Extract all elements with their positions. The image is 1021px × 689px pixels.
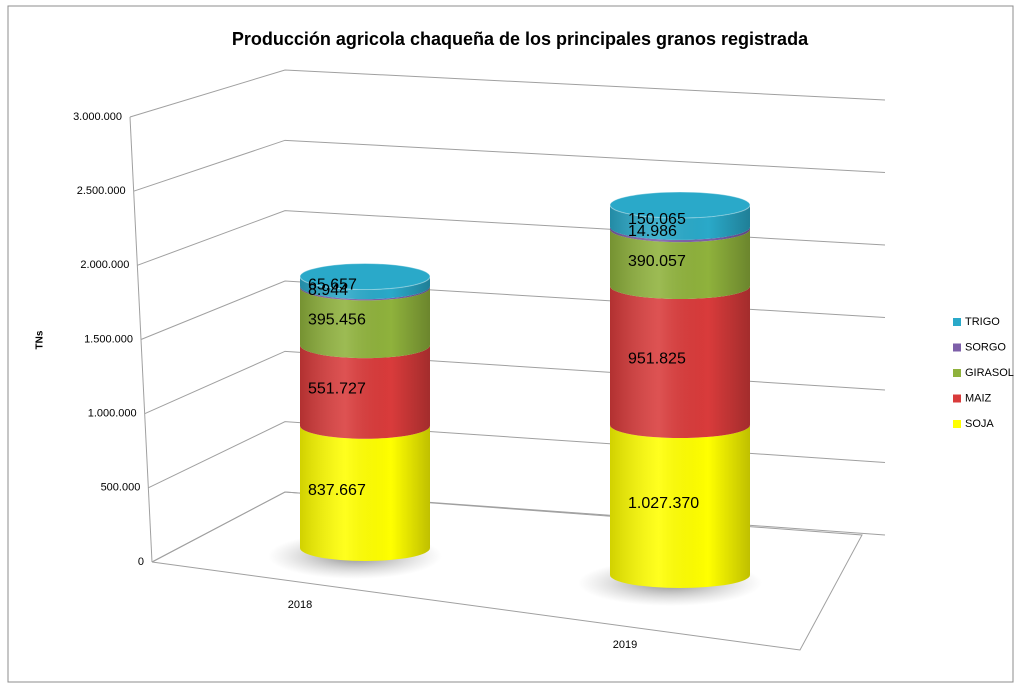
- chart-frame: [7, 5, 1014, 683]
- data-label: 951.825: [628, 351, 686, 368]
- legend-swatch: [953, 318, 961, 326]
- y-tick-label: 1.000.000: [88, 408, 137, 420]
- data-label: 390.057: [628, 253, 686, 270]
- legend-label: SORGO: [965, 341, 1006, 353]
- legend-label: GIRASOL: [965, 367, 1014, 379]
- legend-swatch: [953, 394, 961, 403]
- data-label: 8.944: [308, 282, 348, 299]
- y-axis-label: TNs: [35, 330, 46, 349]
- segment-shade: [610, 286, 750, 439]
- x-tick-label: 2018: [288, 599, 312, 611]
- legend-swatch: [953, 369, 961, 377]
- y-tick-label: 2.000.000: [80, 259, 129, 271]
- segment-shade: [300, 287, 430, 359]
- y-tick-label: 2.500.000: [77, 185, 126, 197]
- data-label: 65.657: [308, 277, 357, 294]
- cylinder-top: [299, 263, 431, 291]
- legend-swatch: [953, 420, 961, 428]
- grid-line: [129, 69, 886, 118]
- data-label: 551.727: [308, 381, 366, 398]
- segment-shade: [300, 345, 430, 439]
- y-tick-label: 1.500.000: [84, 333, 133, 345]
- chart-title: Producción agricola chaqueña de los prin…: [232, 29, 809, 49]
- y-tick-label: 0: [138, 556, 144, 568]
- legend-swatch: [953, 343, 961, 352]
- segment-shade: [610, 204, 750, 240]
- x-tick-label: 2019: [613, 639, 637, 651]
- segment-shade: [300, 425, 430, 561]
- segment-shade: [610, 229, 750, 300]
- grid-line: [133, 139, 886, 192]
- segment-shade: [300, 276, 430, 300]
- legend-label: TRIGO: [965, 316, 1000, 328]
- legend-label: MAIZ: [965, 392, 992, 404]
- legend-label: SOJA: [965, 418, 994, 430]
- segment-shade: [610, 425, 750, 588]
- data-label: 1.027.370: [628, 495, 699, 512]
- cylinder-top: [609, 191, 751, 219]
- data-label: 395.456: [308, 311, 366, 328]
- data-label: 837.667: [308, 482, 366, 499]
- data-label: 14.986: [628, 223, 677, 240]
- data-label: 150.065: [628, 211, 686, 228]
- segment-shade: [610, 226, 750, 243]
- y-tick-label: 3.000.000: [73, 111, 122, 123]
- y-tick-label: 500.000: [101, 482, 141, 494]
